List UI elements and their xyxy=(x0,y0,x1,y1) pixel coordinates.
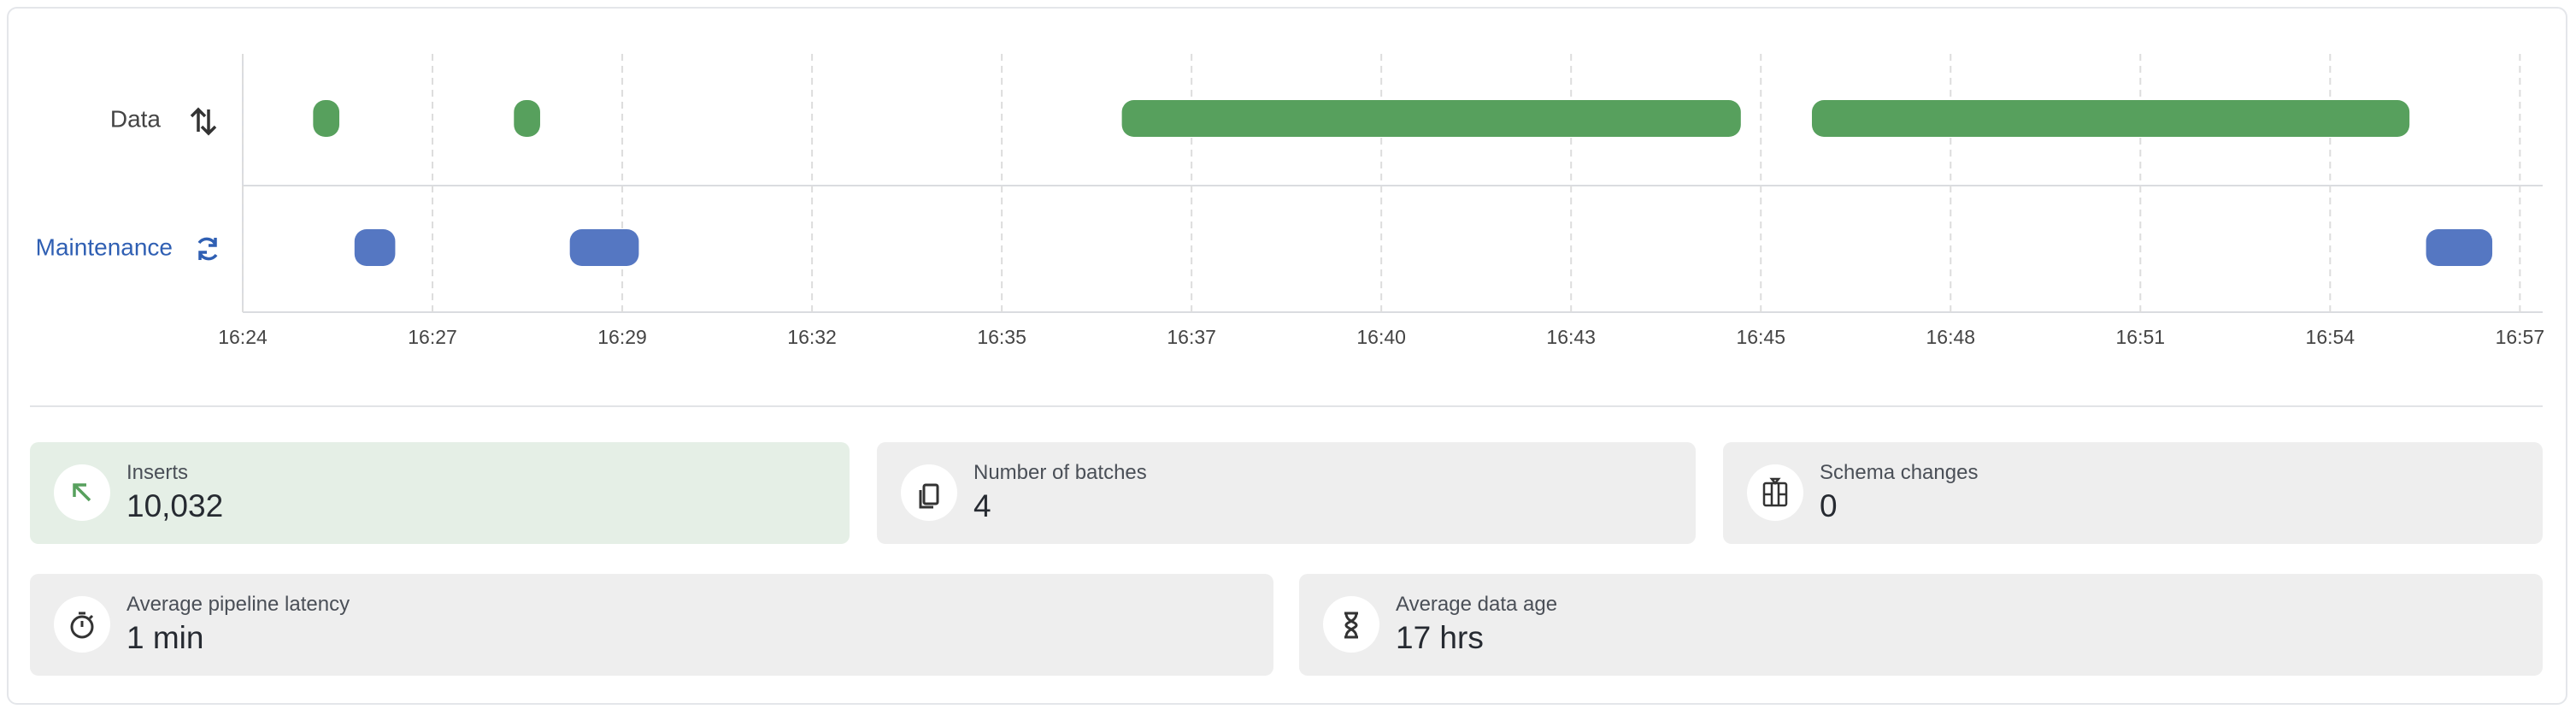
transfer-icon xyxy=(190,107,217,136)
stat-card: Inserts 10,032 xyxy=(30,442,850,544)
x-tick-label: 16:43 xyxy=(1546,326,1596,348)
x-tick-label: 16:24 xyxy=(218,326,268,348)
stat-card: Average pipeline latency 1 min xyxy=(30,574,1273,676)
x-tick-label: 16:54 xyxy=(2306,326,2355,348)
row-label[interactable]: Maintenance xyxy=(36,233,173,260)
icon-graphic xyxy=(70,612,94,639)
segment-bar xyxy=(514,100,540,137)
stat-label: Schema changes xyxy=(1820,461,1979,484)
stat-label: Inserts xyxy=(126,461,189,484)
stat-value: 17 hrs xyxy=(1396,620,1484,655)
x-tick-label: 16:27 xyxy=(408,326,457,348)
segment-bar xyxy=(313,100,340,137)
x-tick-label: 16:32 xyxy=(787,326,837,348)
segment-bar xyxy=(2426,229,2493,266)
segment-bar xyxy=(1811,100,2410,137)
icon-graphic xyxy=(1344,612,1358,639)
icon-graphic xyxy=(919,483,939,509)
segment-bar xyxy=(1121,100,1741,137)
x-tick-label: 16:48 xyxy=(1926,326,1975,348)
sync-icon xyxy=(197,237,218,261)
stat-icon xyxy=(54,464,110,521)
panel xyxy=(7,7,2567,705)
stat-card: Number of batches 4 xyxy=(877,442,1696,544)
x-tick-label: 16:51 xyxy=(2116,326,2166,348)
timeline-chart: Data Maintenance 16:24 16:27 16:29 16:32 16:… xyxy=(36,54,2545,348)
stat-label: Number of batches xyxy=(973,461,1147,484)
stat-card: Schema changes 0 xyxy=(1723,442,2543,544)
stat-icon xyxy=(901,464,957,521)
x-tick-label: 16:37 xyxy=(1167,326,1216,348)
x-tick-label: 16:40 xyxy=(1356,326,1406,348)
segment-bar xyxy=(569,229,639,266)
x-tick-label: 16:45 xyxy=(1736,326,1785,348)
stat-icon xyxy=(54,596,110,653)
x-tick-label: 16:57 xyxy=(2496,326,2545,348)
stat-label: Average pipeline latency xyxy=(126,593,350,616)
stat-value: 10,032 xyxy=(126,488,224,523)
stat-label: Average data age xyxy=(1396,593,1558,616)
stat-value: 4 xyxy=(973,488,991,523)
row-label: Data xyxy=(110,105,162,132)
icon-graphic xyxy=(73,483,91,502)
stat-icon xyxy=(1747,464,1803,521)
segment-bar xyxy=(354,229,396,266)
stat-value: 1 min xyxy=(126,620,204,655)
x-tick-label: 16:35 xyxy=(977,326,1026,348)
divider xyxy=(30,405,2543,407)
x-tick-label: 16:29 xyxy=(597,326,647,348)
stat-value: 0 xyxy=(1820,488,1838,523)
stat-icon xyxy=(1323,596,1379,653)
icon-graphic xyxy=(1762,477,1788,507)
stat-card: Average data age 17 hrs xyxy=(1299,574,2543,676)
